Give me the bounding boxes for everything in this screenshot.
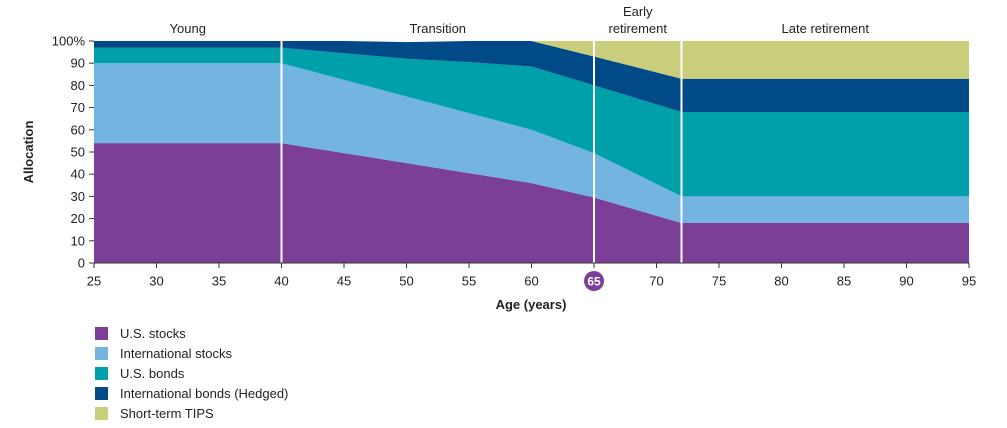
phase-labels: Young Transition Early retirement Late retir… (170, 4, 870, 36)
legend-item: U.S. stocks (95, 323, 288, 343)
legend-swatch (95, 366, 108, 380)
x-axis-title: Age (years) (496, 297, 567, 312)
phase-dividers (280, 15, 683, 263)
legend-label: International stocks (120, 345, 233, 361)
area-series-3 (94, 47, 969, 197)
legend-item: Short-term TIPS (95, 403, 288, 423)
phase-label: retirement (608, 21, 667, 36)
stacked-areas (94, 41, 969, 263)
y-tick-label: 90 (71, 56, 85, 71)
y-tick-label: 30 (71, 189, 85, 204)
y-tick-label: 60 (71, 122, 85, 137)
x-tick-label: 55 (462, 274, 476, 289)
x-tick-label: 95 (962, 274, 976, 289)
legend-swatch (95, 346, 108, 360)
x-tick-label: 60 (524, 274, 538, 289)
area-series-4 (94, 41, 969, 112)
area-series-2 (94, 63, 969, 224)
area-series-5 (94, 41, 969, 79)
y-tick-label: 70 (71, 100, 85, 115)
y-tick-label: 10 (71, 233, 85, 248)
phase-label: Young (170, 21, 206, 36)
legend: U.S. stocks International stocks U.S. bond… (95, 323, 288, 423)
x-tick-label: 35 (212, 274, 226, 289)
legend-label: Short-term TIPS (120, 405, 214, 421)
x-tick-label: 40 (274, 274, 288, 289)
x-tick-label: 25 (87, 274, 101, 289)
legend-label: U.S. bonds (120, 365, 185, 381)
x-tick-label: 80 (774, 274, 788, 289)
x-tick-label: 70 (649, 274, 663, 289)
legend-item: International stocks (95, 343, 288, 363)
x-tick-label: 90 (899, 274, 913, 289)
x-tick-label: 85 (837, 274, 851, 289)
legend-label: International bonds (Hedged) (120, 385, 289, 401)
y-axis-title: Allocation (21, 121, 36, 184)
x-tick-label-highlight: 65 (587, 275, 601, 289)
phase-label: Transition (409, 21, 466, 36)
highlight-tick-circle (584, 271, 604, 291)
y-tick-label: 80 (71, 78, 85, 93)
x-tick-label: 75 (712, 274, 726, 289)
x-tick-label: 30 (149, 274, 163, 289)
x-tick-label: 45 (337, 274, 351, 289)
y-tick-label: 50 (71, 145, 85, 160)
legend-swatch (95, 386, 108, 400)
legend-item: U.S. bonds (95, 363, 288, 383)
axes: 0 10 20 30 40 50 60 70 80 90 100% 25 30 35 40 45 50 55 60 6… (52, 34, 976, 291)
legend-swatch (95, 326, 108, 340)
y-tick-label: 0 (78, 256, 85, 271)
y-tick-label: 40 (71, 167, 85, 182)
phase-label: Late retirement (782, 21, 870, 36)
legend-swatch (95, 406, 108, 420)
y-tick-label: 100% (52, 34, 86, 49)
y-tick-label: 20 (71, 211, 85, 226)
phase-label: Early (623, 4, 653, 19)
x-tick-label: 50 (399, 274, 413, 289)
legend-label: U.S. stocks (120, 325, 186, 341)
area-series-1 (94, 143, 969, 263)
legend-item: International bonds (Hedged) (95, 383, 288, 403)
